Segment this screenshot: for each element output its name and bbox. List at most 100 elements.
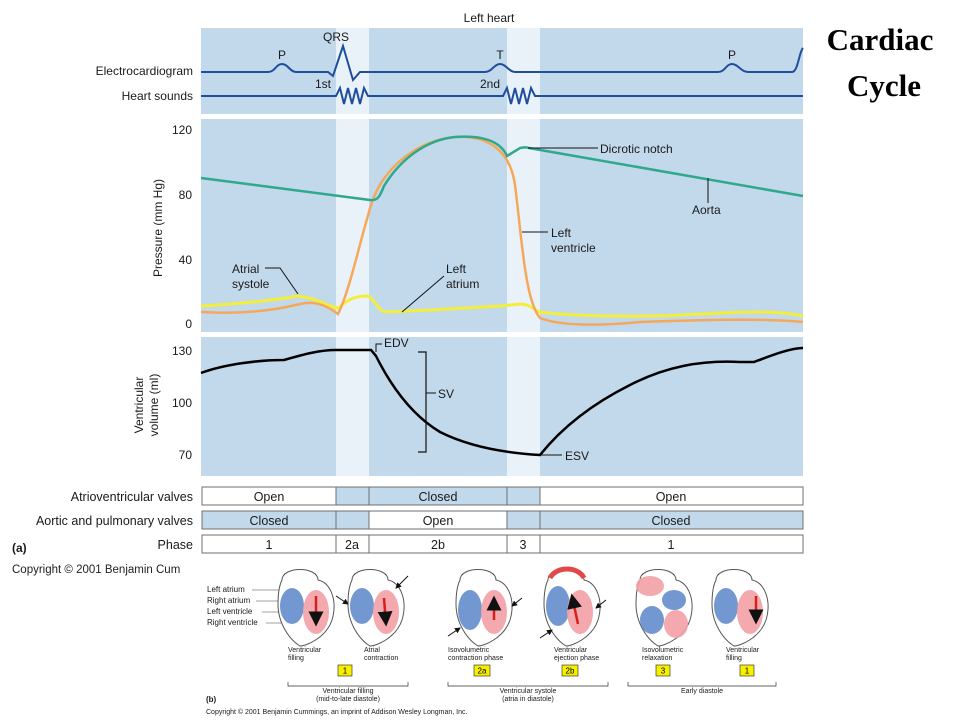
- semilunar-valves-row-label: Aortic and pulmonary valves: [36, 514, 193, 528]
- edv-label: EDV: [384, 336, 409, 350]
- badge-2b-text: 2b: [566, 667, 575, 676]
- pressure-tick-40: 40: [179, 253, 193, 267]
- first-sound-label: 1st: [315, 77, 332, 91]
- heart-illustrations: Left atrium Right atrium Left ventricle …: [207, 566, 777, 703]
- heart-isovolumetric-relaxation: [635, 569, 693, 647]
- valve-phase-table: Atrioventricular valves Aortic and pulmo…: [36, 486, 804, 554]
- atrial-systole-leader: [265, 267, 299, 295]
- pressure-panel: Pressure (mm Hg) 120 80 40 0 Dicrotic no…: [151, 119, 804, 332]
- group-1-line-2: (mid-to-late diastole): [316, 696, 380, 703]
- phase-groups: Ventricular filling (mid-to-late diastol…: [287, 682, 777, 703]
- group-bracket-2: [447, 682, 609, 687]
- caption-5-line-1: Isovolumetric: [642, 647, 684, 654]
- group-2-line-1: Ventricular systole: [500, 688, 557, 695]
- ventricular-volume-curve: [200, 346, 804, 457]
- copyright-a: Copyright © 2001 Benjamin Cum: [12, 564, 180, 576]
- band-2a-volume: [336, 337, 369, 476]
- badge-3: [655, 664, 671, 677]
- sv-label: SV: [438, 387, 454, 401]
- caption-4-line-2: ejection phase: [554, 655, 599, 662]
- p-wave-label-2: P: [728, 48, 736, 62]
- badge-2a: [473, 664, 491, 677]
- caption-2-line-2: contraction: [364, 655, 398, 662]
- group-3-line-1: Early diastole: [681, 688, 723, 695]
- band-3-pressure: [507, 119, 540, 332]
- phase-cell-1-text: 1: [266, 538, 273, 552]
- pressure-tick-80: 80: [179, 188, 193, 202]
- heart-sounds-trace: [201, 85, 803, 105]
- heart-atrial-contraction: [335, 569, 409, 647]
- legend-right-ventricle: Right ventricle: [207, 618, 258, 627]
- aorta-curve: [200, 135, 804, 202]
- group-2-line-2: (atria in diastole): [502, 696, 554, 703]
- caption-2-line-1: Atrial: [364, 647, 380, 654]
- av-cell-4: [506, 486, 541, 506]
- pressure-tick-0: 0: [185, 317, 192, 331]
- title-line-2: Cycle: [847, 68, 921, 103]
- semilunar-cell-4: [506, 510, 541, 530]
- volume-tick-130: 130: [172, 344, 192, 358]
- av-cell-2: [335, 486, 370, 506]
- group-bracket-3: [627, 682, 777, 687]
- volume-tick-70: 70: [179, 448, 193, 462]
- caption-6-line-1: Ventricular: [726, 647, 760, 654]
- volume-panel-bg: [201, 337, 803, 476]
- pressure-annotations: Dicrotic notch Aorta Left ventricle Left…: [232, 142, 721, 313]
- group-1-line-1: Ventricular filling: [323, 688, 374, 695]
- sv-bracket: [418, 351, 427, 453]
- caption-4-line-1: Ventricular: [554, 647, 588, 654]
- legend-left-atrium: Left atrium: [207, 585, 245, 594]
- copyright-b: Copyright © 2001 Benjamin Cummings, an i…: [206, 708, 467, 716]
- pressure-panel-bg: [201, 119, 803, 332]
- left-atrium-label-1: Left: [446, 262, 467, 276]
- legend-left-ventricle: Left ventricle: [207, 607, 253, 616]
- title-line-1: Cardiac: [827, 22, 934, 57]
- semilunar-cell-1-text: Closed: [250, 514, 289, 528]
- phase-cell-5: [539, 534, 804, 554]
- ecg-trace: [201, 42, 804, 83]
- left-atrium-curve: [200, 294, 804, 318]
- badge-2a-text: 2a: [478, 667, 487, 676]
- phase-cell-3-text: 2b: [431, 538, 445, 552]
- qrs-label: QRS: [323, 30, 349, 44]
- pressure-axis-label: Pressure (mm Hg): [151, 179, 165, 277]
- left-atrium-label-2: atrium: [446, 277, 479, 291]
- p-wave-label: P: [278, 48, 286, 62]
- heart-captions: Ventricular filling Atrial contraction I…: [288, 647, 760, 662]
- phase-row-label: Phase: [158, 538, 193, 552]
- badge-3-text: 3: [661, 667, 666, 676]
- second-sound-label: 2nd: [480, 77, 500, 91]
- badge-1b: [739, 664, 755, 677]
- badge-1-text: 1: [343, 667, 348, 676]
- heart-isovolumetric-contraction: [447, 569, 523, 647]
- semilunar-cell-2: [335, 510, 370, 530]
- badge-1b-text: 1: [745, 667, 750, 676]
- badge-2b: [561, 664, 579, 677]
- caption-1-line-1: Ventricular: [288, 647, 322, 654]
- volume-axis-label-2: volume (ml): [147, 374, 161, 437]
- volume-axis-label-1: Ventricular: [132, 377, 146, 434]
- heart-ventricular-filling-2: [711, 569, 769, 647]
- caption-3-line-2: contraction phase: [448, 655, 503, 662]
- pressure-tick-120: 120: [172, 123, 192, 137]
- heart-ventricular-filling-1: [277, 569, 335, 647]
- left-ventricle-label-2: ventricle: [551, 241, 596, 255]
- caption-6-line-2: filling: [726, 655, 742, 662]
- panel-header: Left heart: [464, 11, 515, 25]
- pressure-ticks: 120 80 40 0: [172, 123, 192, 331]
- atrial-systole-label-1: Atrial: [232, 262, 259, 276]
- atrial-systole-label-2: systole: [232, 277, 270, 291]
- phase-cell-5-text: 1: [668, 538, 675, 552]
- volume-ticks: 130 100 70: [172, 344, 192, 462]
- phase-badges: 1 2a 2b 3 1: [337, 664, 755, 677]
- heart-ejection-phase: [539, 566, 607, 647]
- av-cell-5: [539, 486, 804, 506]
- volume-panel: Ventricular volume (ml) 130 100 70 EDV S…: [132, 336, 804, 476]
- ecg-panel: Left heart Electrocardiogram Heart sound…: [96, 11, 804, 114]
- edv-leader: [375, 343, 382, 352]
- av-cell-1-text: Open: [254, 490, 285, 504]
- caption-5-line-2: relaxation: [642, 655, 672, 662]
- caption-1-line-2: filling: [288, 655, 304, 662]
